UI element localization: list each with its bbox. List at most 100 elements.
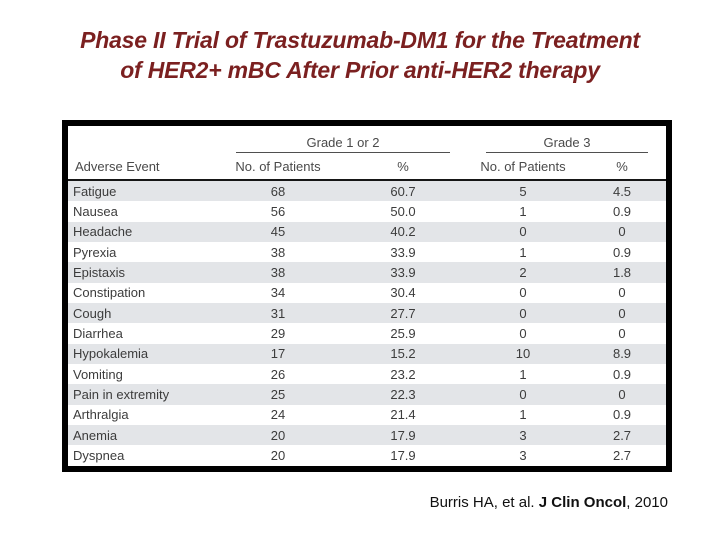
g3-percent-cell: 0 <box>618 224 626 240</box>
g3-percent-cell: 0.9 <box>612 204 632 220</box>
adverse-event-cell: Epistaxis <box>73 265 126 281</box>
g3-patients-cell: 5 <box>519 183 527 199</box>
g3-percent-cell: 4.5 <box>612 183 632 199</box>
g3-patients-cell: 1 <box>519 407 527 423</box>
g12-patients-cell: 45 <box>270 224 286 240</box>
g3-patients-cell: 0 <box>519 224 527 240</box>
g12-percent-cell: 17.9 <box>390 427 416 443</box>
grade-3-group-label: Grade 3 <box>486 135 649 153</box>
table-row: Hypokalemia 17 15.2 10 8.9 <box>68 343 667 365</box>
g3-percent-cell: 0 <box>618 387 626 403</box>
g12-patients-cell: 20 <box>270 427 286 443</box>
g3-patients-cell: 0 <box>519 387 527 403</box>
g12-percent-cell: 22.3 <box>390 387 416 403</box>
column-header-row: Adverse Event No. of Patients % No. of P… <box>68 153 667 181</box>
g12-patients-cell: 34 <box>270 285 286 301</box>
adverse-event-column-header: Adverse Event <box>68 153 218 181</box>
table-row: Anemia 20 17.9 3 2.7 <box>68 425 667 446</box>
adverse-events-table-frame: Grade 1 or 2 Grade 3 Adverse Event No. o… <box>62 120 672 472</box>
g3-patients-cell: 2 <box>519 265 527 281</box>
table-row: Epistaxis 38 33.9 2 1.8 <box>68 262 667 283</box>
g3-patients-cell: 0 <box>519 326 527 342</box>
g3-percent-cell: 0 <box>618 305 626 321</box>
grade-1-2-group-header-cell: Grade 1 or 2 <box>218 126 468 153</box>
citation-authors: Burris HA, et al. <box>429 494 539 511</box>
table-row: Arthralgia 24 21.4 1 0.9 <box>68 405 666 425</box>
adverse-event-cell: Cough <box>73 305 112 321</box>
g12-patients-cell: 26 <box>270 366 286 382</box>
table-row: Fatigue 68 60.7 5 4.5 <box>68 180 667 202</box>
adverse-event-cell: Hypokalemia <box>73 346 149 362</box>
g3-percent-cell: 1.8 <box>612 265 632 281</box>
grade-1-2-group-label: Grade 1 or 2 <box>236 135 450 153</box>
adverse-event-cell: Arthralgia <box>73 407 129 423</box>
g12-percent-cell: 27.7 <box>390 305 416 321</box>
g3-patients-cell: 1 <box>519 244 527 260</box>
table-row: Headache 45 40.2 0 0 <box>68 221 667 243</box>
g12-patients-cell: 56 <box>270 204 286 220</box>
table-row: Pain in extremity 25 22.3 0 0 <box>68 384 667 405</box>
g12-percent-column-header: % <box>338 153 468 181</box>
g12-patients-cell: 29 <box>270 326 286 342</box>
citation: Burris HA, et al. J Clin Oncol, 2010 <box>430 494 668 511</box>
table-row: Cough 31 27.7 0 0 <box>68 303 667 324</box>
g12-percent-cell: 40.2 <box>390 224 416 240</box>
table-row: Diarrhea 29 25.9 0 0 <box>68 323 666 343</box>
title-line-1: Phase II Trial of Trastuzumab-DM1 for th… <box>80 27 640 53</box>
g3-percent-cell: 0.9 <box>612 407 632 423</box>
empty-header-cell <box>68 126 218 153</box>
g12-percent-cell: 33.9 <box>390 244 416 260</box>
g3-patients-cell: 10 <box>515 346 531 362</box>
g12-patients-cell: 24 <box>270 407 286 423</box>
citation-journal: J Clin Oncol <box>538 494 627 511</box>
g3-percent-cell: 2.7 <box>612 427 632 443</box>
adverse-event-cell: Diarrhea <box>73 326 123 342</box>
g3-percent-column-header: % <box>578 153 667 181</box>
adverse-events-table: Grade 1 or 2 Grade 3 Adverse Event No. o… <box>68 126 667 466</box>
g12-percent-cell: 23.2 <box>390 366 416 382</box>
adverse-event-cell: Pyrexia <box>73 244 117 260</box>
g3-percent-cell: 8.9 <box>612 346 632 362</box>
slide-title: Phase II Trial of Trastuzumab-DM1 for th… <box>28 25 692 85</box>
table-row: Vomiting 26 23.2 1 0.9 <box>68 364 666 384</box>
g3-percent-cell: 0.9 <box>612 366 632 382</box>
g12-patients-cell: 38 <box>270 265 286 281</box>
table-row: Nausea 56 50.0 1 0.9 <box>68 201 666 221</box>
table-row: Pyrexia 38 33.9 1 0.9 <box>68 242 666 262</box>
g12-percent-cell: 15.2 <box>390 346 416 362</box>
g3-patients-cell: 3 <box>519 448 527 464</box>
adverse-event-cell: Fatigue <box>73 183 117 199</box>
g12-patients-cell: 20 <box>270 448 286 464</box>
g12-patients-column-header: No. of Patients <box>218 153 338 181</box>
g12-percent-cell: 21.4 <box>390 407 416 423</box>
g12-patients-cell: 25 <box>270 387 286 403</box>
g12-percent-cell: 25.9 <box>390 326 416 342</box>
grade-3-group-header-cell: Grade 3 <box>468 126 666 153</box>
g3-patients-cell: 3 <box>519 427 527 443</box>
adverse-event-cell: Nausea <box>73 204 118 220</box>
g3-patients-cell: 0 <box>519 305 527 321</box>
g12-patients-cell: 17 <box>270 346 286 362</box>
table-row: Constipation 34 30.4 0 0 <box>68 283 666 303</box>
g12-percent-cell: 50.0 <box>390 204 416 220</box>
g3-patients-cell: 1 <box>519 204 527 220</box>
g12-percent-cell: 30.4 <box>390 285 416 301</box>
g12-patients-cell: 68 <box>270 183 286 199</box>
adverse-event-cell: Headache <box>73 224 133 240</box>
adverse-event-cell: Anemia <box>73 427 118 443</box>
g3-patients-cell: 0 <box>519 285 527 301</box>
g12-patients-cell: 31 <box>270 305 286 321</box>
table-row: Dyspnea 20 17.9 3 2.7 <box>68 445 666 466</box>
group-header-row: Grade 1 or 2 Grade 3 <box>68 126 666 153</box>
adverse-event-cell: Constipation <box>73 285 146 301</box>
adverse-event-cell: Dyspnea <box>73 448 125 464</box>
g12-percent-cell: 60.7 <box>390 183 416 199</box>
g3-percent-cell: 0 <box>618 285 626 301</box>
g12-patients-cell: 38 <box>270 244 286 260</box>
g3-percent-cell: 0 <box>618 326 626 342</box>
adverse-event-cell: Pain in extremity <box>73 387 170 403</box>
g3-percent-cell: 2.7 <box>612 448 632 464</box>
g3-percent-cell: 0.9 <box>612 244 632 260</box>
g3-patients-cell: 1 <box>519 366 527 382</box>
